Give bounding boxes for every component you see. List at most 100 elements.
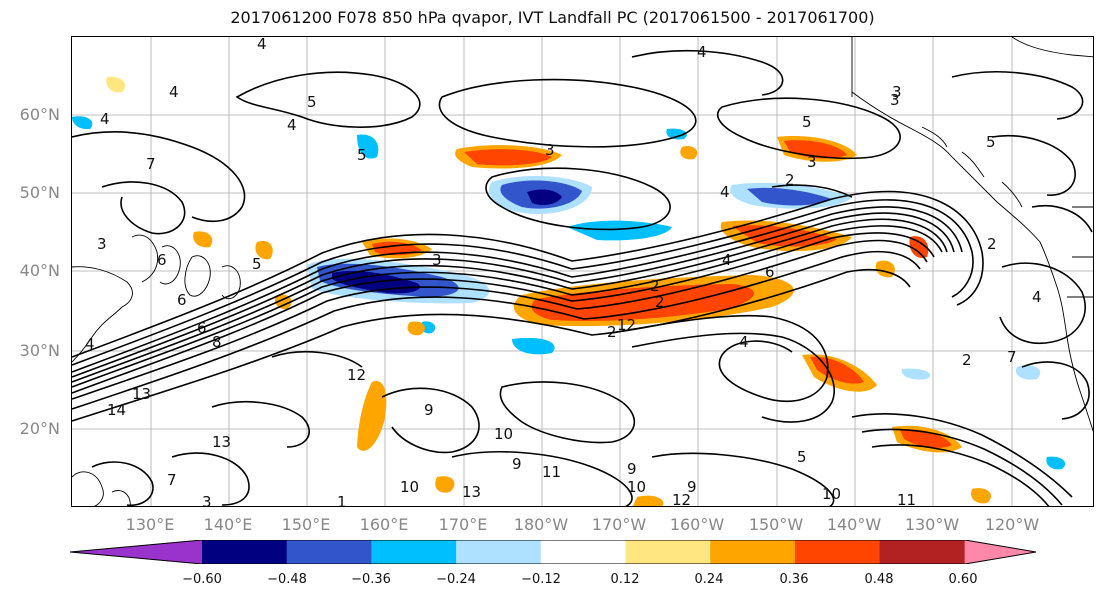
colorbar-tick-label: −0.36	[351, 572, 391, 587]
contour-label: 3	[807, 153, 817, 171]
map-canvas: 4 4 4 5 4 4 3 3 3 5 5 7 2 3 4 2 3 5 4 6 …	[72, 37, 1093, 507]
ivt-contours	[72, 49, 1093, 506]
lon-label-150e: 150°E	[281, 515, 331, 534]
contour-label: 13	[462, 483, 481, 501]
colorbar-tick-label: −0.60	[182, 572, 222, 587]
contour-label: 2	[987, 235, 997, 253]
colorbar-tick-label: 0.12	[610, 572, 640, 587]
colorbar-segment	[879, 540, 965, 564]
contour-label: 9	[627, 460, 637, 478]
colorbar-segment	[540, 540, 626, 564]
contour-label: 11	[897, 491, 916, 507]
lon-label-170e: 170°E	[438, 515, 488, 534]
lon-label-140e: 140°E	[203, 515, 253, 534]
colorbar-tick-label: −0.12	[521, 572, 561, 587]
contour-label: 5	[986, 133, 996, 151]
contour-label: 4	[1032, 288, 1042, 306]
colorbar-segment	[794, 540, 881, 564]
chart-title: 2017061200 F078 850 hPa qvapor, IVT Land…	[230, 8, 875, 27]
colorbar-tick-label: −0.24	[436, 572, 476, 587]
contour-label: 7	[1007, 348, 1017, 366]
lon-label-150w: 150°W	[748, 515, 804, 534]
colorbar	[70, 540, 1036, 564]
contour-label: 3	[545, 141, 555, 159]
contour-label: 9	[512, 455, 522, 473]
contour-label: 3	[890, 91, 900, 109]
lat-label-40n: 40°N	[19, 261, 60, 280]
contour-label: 7	[167, 471, 177, 489]
contour-label: 10	[822, 485, 841, 503]
coastlines	[72, 37, 1093, 506]
contour-label: 5	[252, 255, 262, 273]
contour-label: 1	[337, 493, 347, 507]
colorbar-segments	[70, 540, 1036, 564]
colorbar-extend-high	[965, 540, 1036, 564]
contour-label: 8	[212, 333, 222, 351]
contour-label: 5	[802, 113, 812, 131]
lon-label-170w: 170°W	[591, 515, 647, 534]
contour-label: 3	[432, 251, 442, 269]
contour-label: 11	[542, 463, 561, 481]
colorbar-tick-label: 0.48	[864, 572, 894, 587]
contour-label: 2	[655, 293, 665, 311]
contour-label: 10	[494, 425, 513, 443]
colorbar-tick-label: 0.60	[948, 572, 978, 587]
contour-label: 13	[132, 385, 151, 403]
contour-label: 6	[157, 251, 167, 269]
colorbar-segment	[456, 540, 542, 564]
contour-label: 9	[424, 401, 434, 419]
lat-label-30n: 30°N	[19, 341, 60, 360]
colorbar-segment	[710, 540, 796, 564]
lon-label-160e: 160°E	[359, 515, 409, 534]
colorbar-segment	[286, 540, 372, 564]
colorbar-tick-label: 0.24	[694, 572, 724, 587]
colorbar-tick-label: −0.48	[267, 572, 307, 587]
contour-label: 4	[287, 116, 297, 134]
map-panel: 4 4 4 5 4 4 3 3 3 5 5 7 2 3 4 2 3 5 4 6 …	[71, 36, 1094, 507]
contour-label: 13	[212, 433, 231, 451]
contour-label: 3	[892, 83, 902, 101]
lat-label-60n: 60°N	[19, 105, 60, 124]
contour-label: 14	[107, 401, 126, 419]
contour-label: 10	[400, 478, 419, 496]
contour-label: 4	[720, 183, 730, 201]
contour-label: 2	[650, 277, 660, 295]
contour-label: 5	[307, 93, 317, 111]
lon-label-160w: 160°W	[669, 515, 725, 534]
contour-label: 12	[617, 316, 636, 334]
lat-label-50n: 50°N	[19, 183, 60, 202]
lon-label-130w: 130°W	[904, 515, 960, 534]
contour-label: 9	[687, 478, 697, 496]
contour-label: 12	[672, 491, 691, 507]
contour-label: 4	[100, 110, 110, 128]
contour-label: 4	[697, 43, 707, 61]
lat-label-20n: 20°N	[19, 419, 60, 438]
contour-label: 2	[785, 171, 795, 189]
contour-label: 6	[197, 319, 207, 337]
contour-label: 4	[739, 333, 749, 351]
lon-label-120w: 120°W	[984, 515, 1040, 534]
contour-label: 4	[257, 37, 267, 53]
lon-label-180w: 180°W	[513, 515, 569, 534]
colorbar-segment	[202, 540, 288, 564]
contour-label: 3	[97, 235, 107, 253]
contour-label: 4	[85, 335, 95, 353]
contour-label: 6	[765, 263, 775, 281]
colorbar-segment	[371, 540, 457, 564]
lon-label-140w: 140°W	[826, 515, 882, 534]
contour-label: 5	[357, 146, 367, 164]
contour-label: 10	[627, 478, 646, 496]
contour-label-layer: 4 4 4 5 4 4 3 3 3 5 5 7 2 3 4 2 3 5 4 6 …	[85, 37, 1042, 507]
contour-label: 4	[722, 251, 732, 269]
contour-label: 2	[962, 351, 972, 369]
colorbar-extend-low	[70, 540, 202, 564]
colorbar-tick-label: 0.36	[779, 572, 809, 587]
colorbar-segment	[625, 540, 711, 564]
contour-label: 3	[202, 493, 212, 507]
contour-label: 5	[797, 448, 807, 466]
contour-label: 4	[169, 83, 179, 101]
contour-label: 6	[177, 291, 187, 309]
lon-label-130e: 130°E	[125, 515, 175, 534]
contour-label: 2	[607, 323, 617, 341]
contour-label: 7	[146, 155, 156, 173]
